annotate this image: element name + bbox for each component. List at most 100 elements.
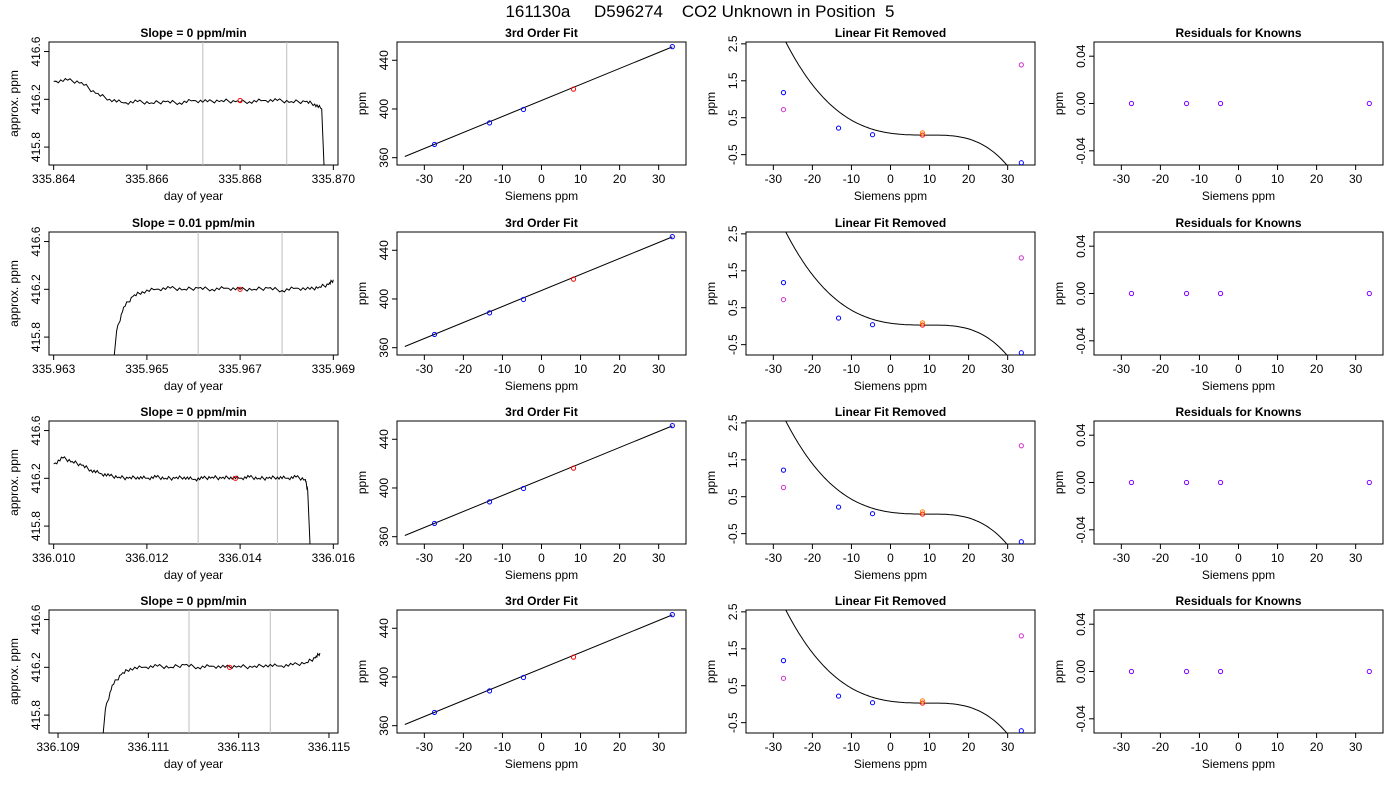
linear-residual-point <box>1018 633 1024 639</box>
x-axis-label: Siemens ppm <box>854 568 927 582</box>
linear-residual-point <box>1018 62 1024 68</box>
x-tick-label: -20 <box>804 172 822 186</box>
x-tick-label: 336.115 <box>308 740 351 754</box>
x-tick-label: 335.969 <box>312 362 356 376</box>
y-tick-label: -0.04 <box>1074 516 1088 544</box>
plot-frame <box>745 231 1036 356</box>
x-tick-label: -10 <box>1191 551 1209 565</box>
x-tick-label: -30 <box>765 551 783 565</box>
x-tick-label: -30 <box>765 172 783 186</box>
x-tick-label: -30 <box>416 551 434 565</box>
x-axis-label: Siemens ppm <box>505 379 578 393</box>
y-tick-label: 360 <box>377 337 391 357</box>
x-tick-label: 0 <box>887 551 894 565</box>
y-tick-label: 416.6 <box>29 415 43 445</box>
plot-area <box>404 423 675 536</box>
y-tick-label: 1.5 <box>726 262 740 279</box>
panel-title: Slope = 0.01 ppm/min <box>132 216 255 230</box>
y-tick-label: 440 <box>377 618 391 638</box>
x-tick-label: 10 <box>923 172 937 186</box>
residual-point <box>1128 290 1135 297</box>
plot-frame <box>396 420 687 545</box>
known-standard-point <box>1018 539 1024 544</box>
residual-point <box>1366 290 1372 297</box>
concentration-trace <box>53 456 311 544</box>
linear-residual-point <box>1018 443 1024 449</box>
x-tick-label: -30 <box>1113 740 1131 754</box>
x-tick-label: -30 <box>416 740 434 754</box>
y-tick-label: -0.5 <box>726 712 740 733</box>
x-tick-label: 30 <box>1001 551 1015 565</box>
x-tick-label: 0 <box>887 172 894 186</box>
known-standard-point <box>835 504 842 510</box>
x-tick-label: 335.963 <box>32 362 76 376</box>
y-axis-label: ppm <box>355 92 369 115</box>
known-standard-point <box>869 322 876 328</box>
x-tick-label: 335.870 <box>312 172 356 186</box>
x-tick-label: 335.967 <box>218 362 262 376</box>
known-standard-point <box>431 520 438 527</box>
x-tick-label: 20 <box>962 172 976 186</box>
x-tick-label: 335.864 <box>32 172 76 186</box>
y-tick-label: 2.5 <box>726 603 740 620</box>
y-axis-label: ppm <box>355 282 369 305</box>
x-tick-label: 20 <box>613 740 627 754</box>
residual-point <box>1366 479 1372 486</box>
y-tick-label: 1.5 <box>726 72 740 89</box>
known-standard-point <box>520 674 527 681</box>
x-tick-label: -10 <box>843 740 861 754</box>
y-tick-label: 2.5 <box>726 225 740 242</box>
unknown-linear-point <box>919 509 926 515</box>
x-tick-label: 30 <box>1349 551 1363 565</box>
known-standard-point <box>669 234 675 240</box>
y-tick-label: 0.5 <box>726 299 740 316</box>
x-tick-label: 0 <box>538 551 545 565</box>
panel-title: Residuals for Knowns <box>1175 405 1301 419</box>
unknown-linear-point <box>919 698 926 704</box>
y-axis-label: approx. ppm <box>7 70 21 137</box>
x-axis-label: day of year <box>164 757 223 771</box>
x-tick-label: 30 <box>1349 172 1363 186</box>
y-tick-label: 0.00 <box>1074 281 1088 305</box>
known-standard-point <box>520 296 527 303</box>
x-tick-label: -20 <box>455 172 473 186</box>
x-axis-label: Siemens ppm <box>1202 757 1275 771</box>
x-tick-label: 10 <box>574 362 588 376</box>
chart-panel: 3rd Order Fit -30 -20 -10 0 10 20 30 360 400 440 Si… <box>355 405 687 582</box>
linear-residual-point <box>1018 255 1024 261</box>
x-tick-label: -20 <box>804 362 822 376</box>
known-standard-point <box>520 485 527 492</box>
x-tick-label: 10 <box>923 740 937 754</box>
known-standard-point <box>1018 350 1024 355</box>
y-axis-label: ppm <box>704 92 718 115</box>
known-standard-point <box>835 125 842 131</box>
known-standard-point <box>431 709 438 716</box>
residual-point <box>1217 100 1224 107</box>
x-tick-label: -10 <box>843 362 861 376</box>
x-tick-label: 20 <box>613 172 627 186</box>
x-tick-label: 20 <box>1310 362 1324 376</box>
x-tick-label: 0 <box>1235 172 1242 186</box>
fit-line <box>404 425 673 536</box>
residual-point <box>1183 479 1190 486</box>
y-axis-label: ppm <box>1052 92 1066 115</box>
y-tick-label: 0.04 <box>1074 44 1088 68</box>
unknown-point <box>570 654 577 660</box>
plot-frame <box>1093 609 1384 734</box>
x-tick-label: 20 <box>613 551 627 565</box>
y-tick-label: 0.04 <box>1074 234 1088 258</box>
x-tick-label: -10 <box>843 172 861 186</box>
panel-title: Slope = 0 ppm/min <box>140 594 246 608</box>
known-standard-point <box>669 44 675 50</box>
known-standard-point <box>869 700 876 706</box>
panel-title: Residuals for Knowns <box>1175 216 1301 230</box>
panel-title: Slope = 0 ppm/min <box>140 26 246 40</box>
plot-frame <box>1093 41 1384 166</box>
chart-panel: 3rd Order Fit -30 -20 -10 0 10 20 30 360 400 440 Si… <box>355 216 687 393</box>
fit-line <box>404 614 673 725</box>
chart-panel: 3rd Order Fit -30 -20 -10 0 10 20 30 360 400 440 Si… <box>355 594 687 771</box>
plot-frame <box>1093 420 1384 545</box>
x-tick-label: 10 <box>1271 362 1285 376</box>
x-tick-label: -20 <box>1152 172 1170 186</box>
concentration-trace <box>113 279 334 355</box>
